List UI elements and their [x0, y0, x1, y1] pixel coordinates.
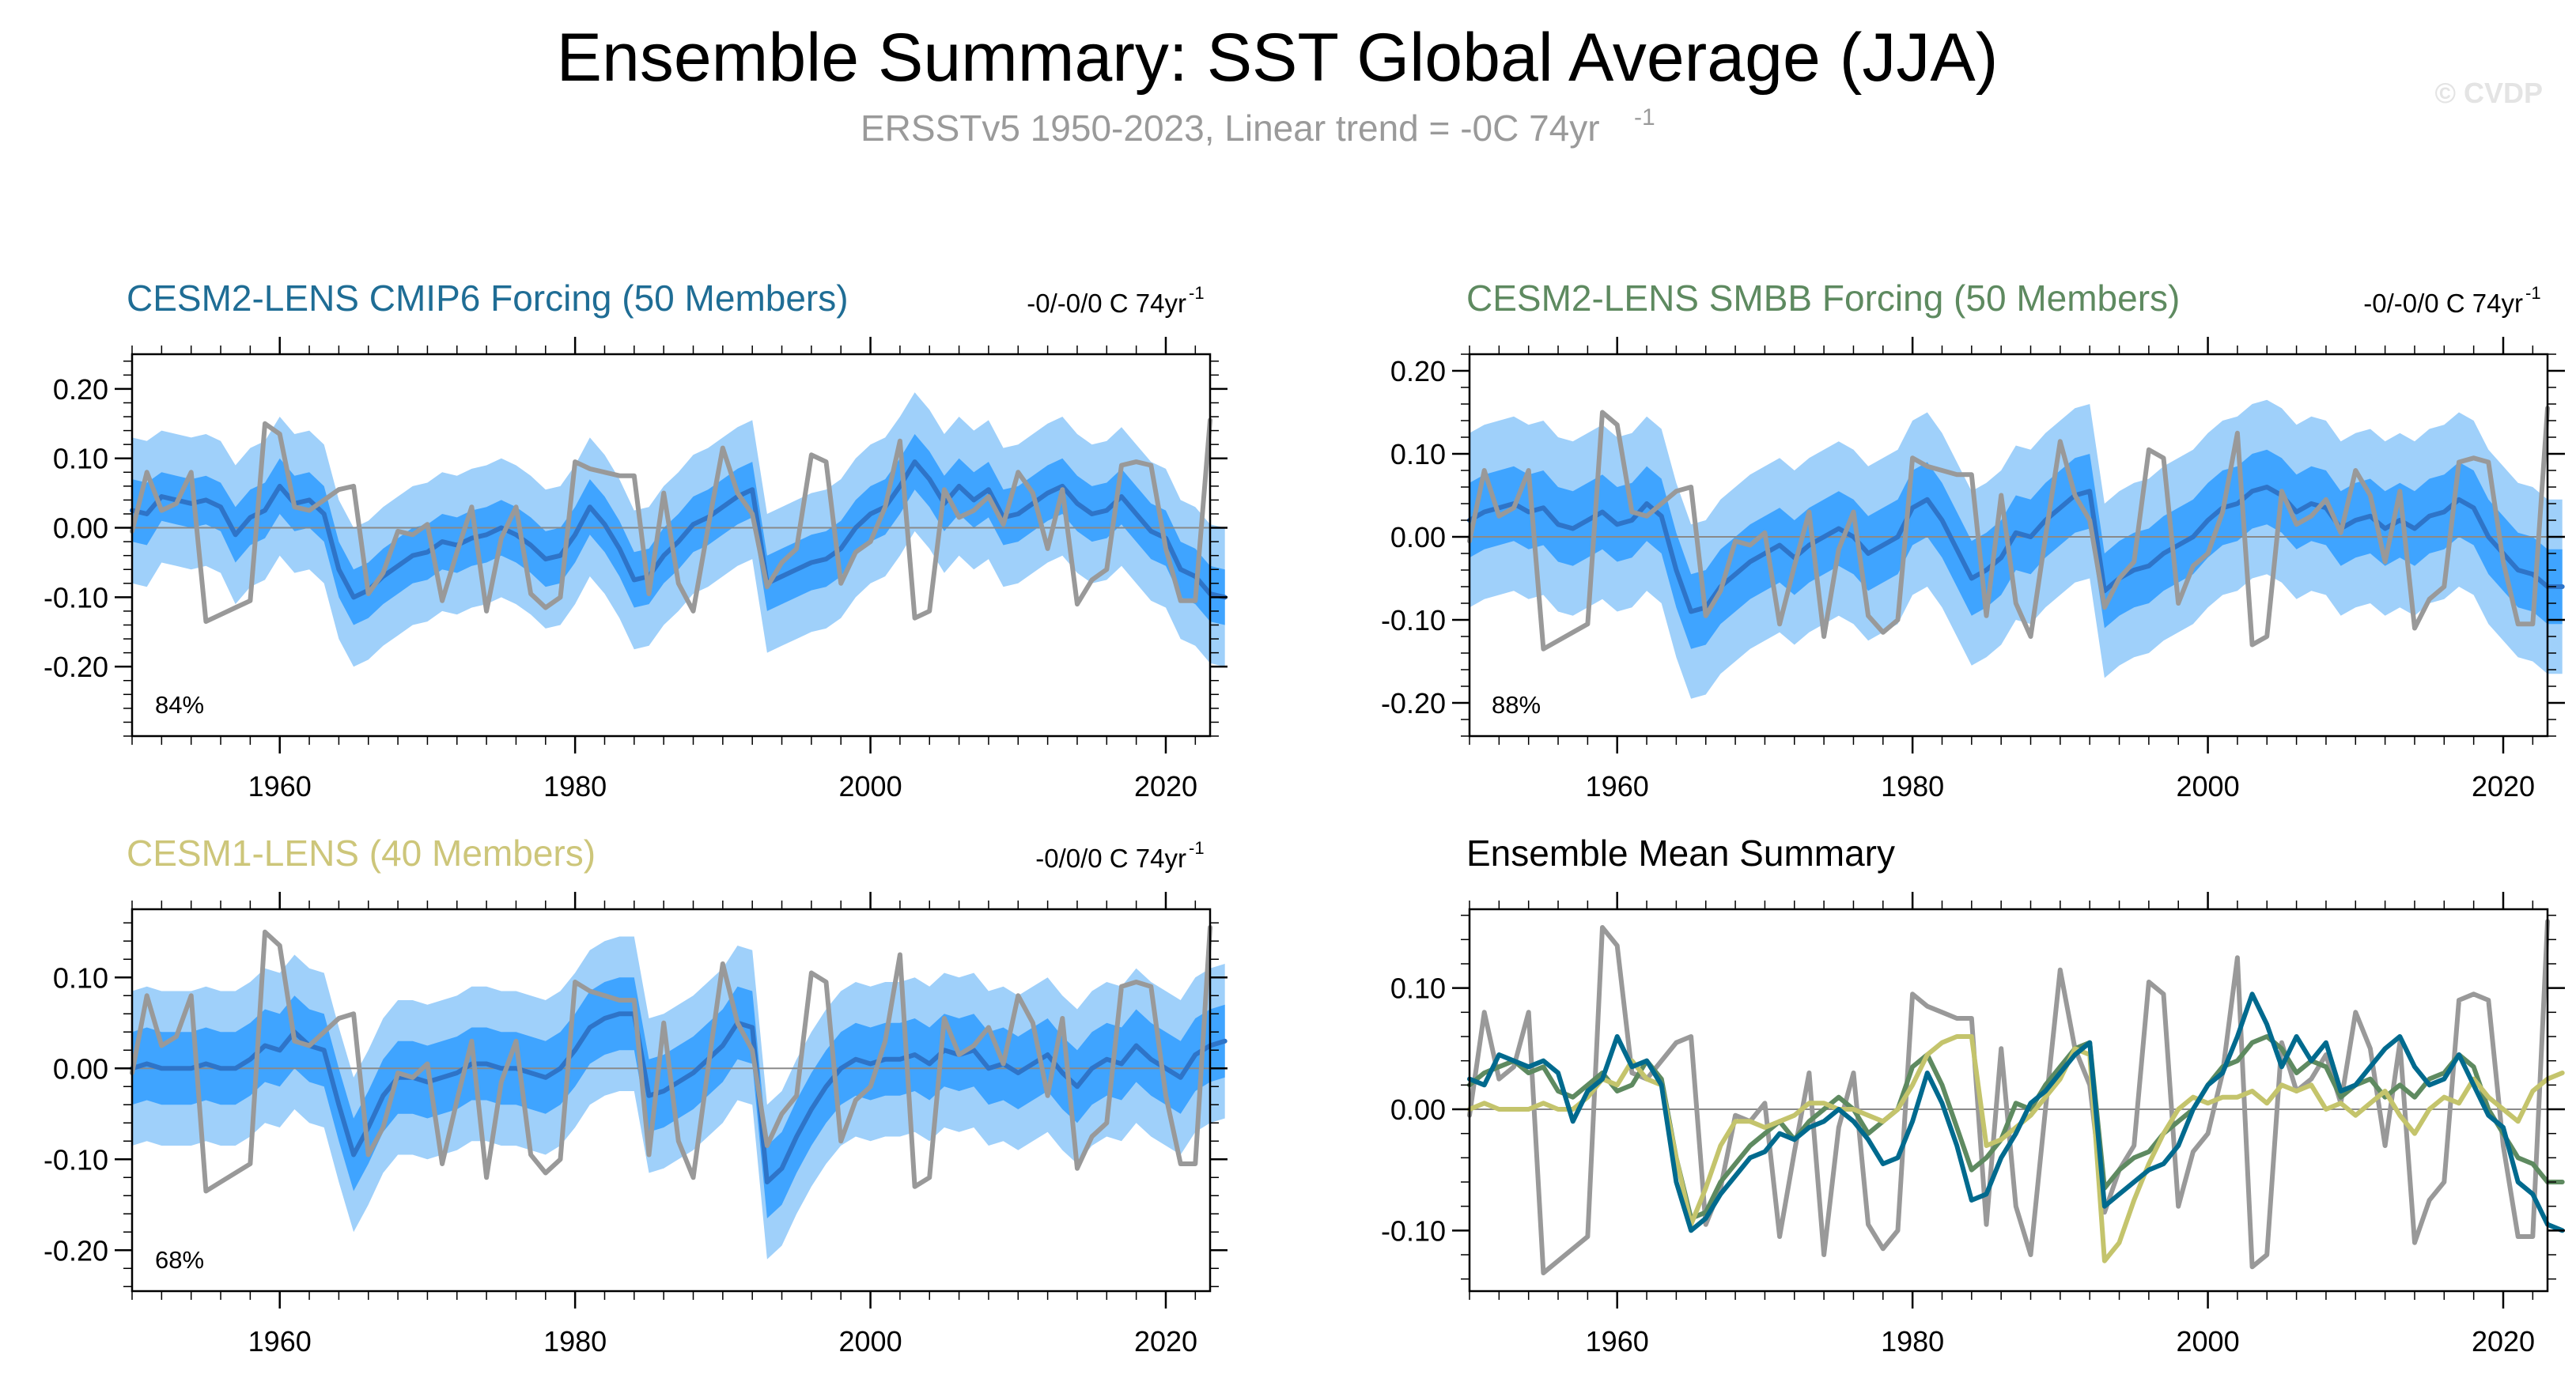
x-tick-label: 1980	[1881, 770, 1944, 803]
panel-title: CESM2-LENS CMIP6 Forcing (50 Members)	[127, 278, 849, 319]
y-tick-label: 0.00	[53, 1052, 108, 1085]
series-line-cesm2-cmip6	[1467, 991, 2565, 1233]
spread-band-inner	[132, 434, 1225, 625]
y-tick-label: 0.00	[1390, 521, 1446, 553]
figure-title: Ensemble Summary: SST Global Average (JJ…	[557, 20, 1999, 96]
panel-trend-superscript: -1	[1189, 283, 1205, 303]
observed-line	[130, 417, 1212, 625]
y-tick-label: -0.10	[1381, 1214, 1446, 1247]
x-tick-label: 2000	[2177, 1325, 2240, 1358]
plot-frame	[1468, 353, 2549, 738]
plot-frame	[131, 908, 1212, 1293]
percent-label: 84%	[155, 691, 204, 719]
plot-frame	[1468, 908, 2549, 1293]
x-tick-label: 2020	[1134, 1325, 1197, 1358]
plot-frame	[131, 353, 1212, 738]
x-tick-label: 2020	[2472, 1325, 2535, 1358]
observed-line	[130, 925, 1212, 1194]
plot-area: 0.10 0.00 -0.10 1960 1980 2000 2020	[1381, 892, 2565, 1358]
x-tick-label: 1980	[543, 1325, 607, 1358]
panel-trend: -0/0/0 C 74yr	[1035, 844, 1186, 873]
y-tick-label: -0.10	[1381, 604, 1446, 636]
y-tick-label: -0.20	[1381, 687, 1446, 719]
observed-line	[1467, 406, 2550, 651]
panel-trend-superscript: -1	[2525, 283, 2541, 303]
y-tick-label: -0.20	[44, 1234, 108, 1267]
watermark: © CVDP	[2434, 77, 2543, 109]
panel-title: CESM2-LENS SMBB Forcing (50 Members)	[1466, 278, 2180, 319]
figure-subtitle-superscript: -1	[1634, 104, 1655, 130]
panel-cesm1-lens: CESM1-LENS (40 Members) -0/0/0 C 74yr -1…	[44, 833, 1227, 1358]
y-tick-label: 0.10	[1390, 438, 1446, 470]
spread-band-inner	[1470, 449, 2563, 649]
panel-trend: -0/-0/0 C 74yr	[2363, 289, 2523, 318]
x-tick-label: 1960	[248, 770, 312, 803]
x-tick-label: 1960	[1586, 1325, 1649, 1358]
x-tick-label: 1980	[543, 770, 607, 803]
x-tick-label: 2000	[2177, 770, 2240, 803]
panel-ensemble-mean-summary: Ensemble Mean Summary 0.10 0.00 -0.10 1960 1…	[1381, 833, 2565, 1358]
panel-trend-superscript: -1	[1189, 838, 1205, 858]
y-tick-label: 0.00	[1390, 1093, 1446, 1126]
panel-title: Ensemble Mean Summary	[1466, 833, 1895, 874]
y-tick-label: -0.10	[44, 581, 108, 614]
y-tick-label: -0.20	[44, 651, 108, 683]
percent-label: 68%	[155, 1246, 204, 1274]
ensemble-mean-line	[130, 1011, 1227, 1184]
y-tick-label: 0.10	[1390, 972, 1446, 1005]
series-line-cesm1-lens	[1467, 1034, 2565, 1263]
y-tick-label: 0.10	[53, 443, 108, 475]
x-tick-label: 2020	[2472, 770, 2535, 803]
y-tick-label: 0.20	[1390, 355, 1446, 387]
figure-subtitle: ERSSTv5 1950-2023, Linear trend = -0C 74…	[861, 108, 1600, 149]
y-tick-label: -0.10	[44, 1143, 108, 1176]
x-tick-label: 2000	[839, 1325, 902, 1358]
plot-area: 0.10 0.00 -0.10 -0.20 1960 1980 2000 2020	[44, 892, 1227, 1358]
x-tick-label: 2000	[839, 770, 902, 803]
x-tick-label: 2020	[1134, 770, 1197, 803]
x-tick-label: 1980	[1881, 1325, 1944, 1358]
plot-area: 0.20 0.10 0.00 -0.10 -0.20 1960 1980 2000 2020	[1381, 337, 2565, 803]
ensemble-mean-line	[1467, 485, 2565, 614]
y-tick-label: 0.00	[53, 512, 108, 545]
panel-cesm2-lens-cmip6: CESM2-LENS CMIP6 Forcing (50 Members) -0…	[44, 278, 1227, 803]
panel-title: CESM1-LENS (40 Members)	[127, 833, 596, 874]
y-tick-label: 0.20	[53, 373, 108, 406]
panel-cesm2-lens-smbb: CESM2-LENS SMBB Forcing (50 Members) -0/…	[1381, 278, 2565, 803]
x-tick-label: 1960	[1586, 770, 1649, 803]
plot-area: 0.20 0.10 0.00 -0.10 -0.20 1960 1980 2000 2020	[44, 337, 1227, 803]
x-tick-label: 1960	[248, 1325, 312, 1358]
y-tick-label: 0.10	[53, 961, 108, 994]
percent-label: 88%	[1492, 691, 1541, 719]
panel-trend: -0/-0/0 C 74yr	[1027, 289, 1186, 318]
